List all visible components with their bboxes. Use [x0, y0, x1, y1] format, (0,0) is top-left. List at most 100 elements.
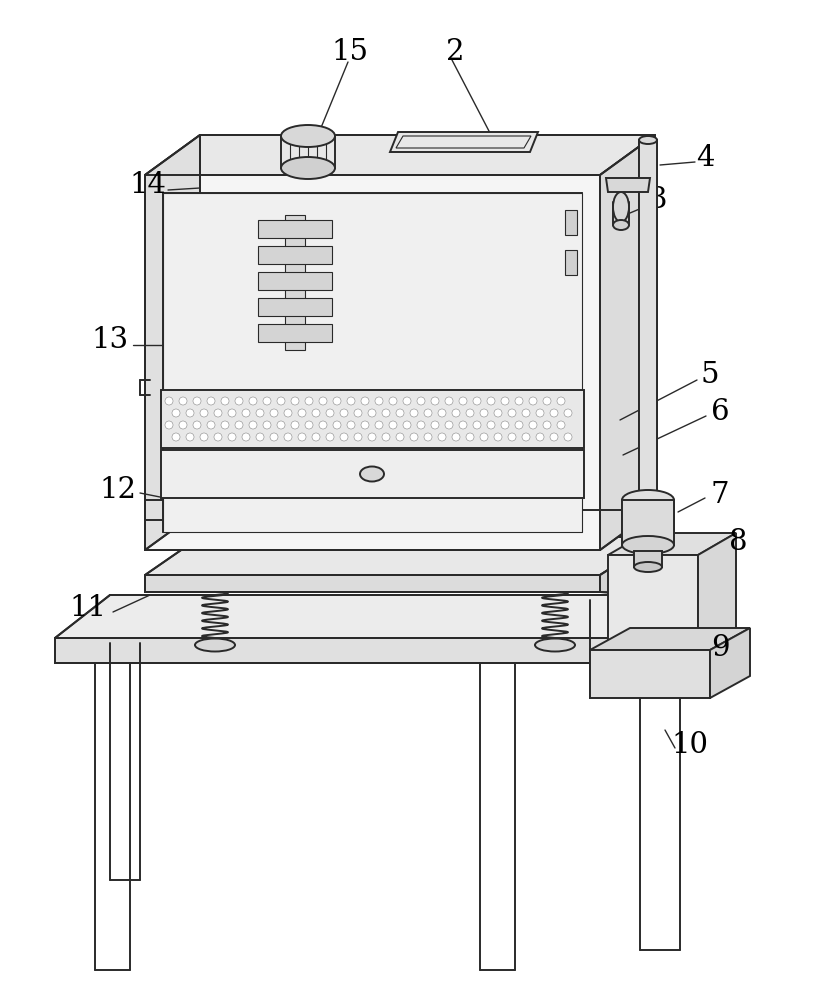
Ellipse shape [431, 421, 439, 429]
Ellipse shape [361, 421, 369, 429]
Ellipse shape [452, 409, 460, 417]
Ellipse shape [312, 409, 320, 417]
Ellipse shape [494, 433, 502, 441]
Ellipse shape [354, 433, 362, 441]
Polygon shape [590, 650, 710, 698]
Ellipse shape [291, 397, 299, 405]
Ellipse shape [179, 397, 187, 405]
Ellipse shape [403, 421, 411, 429]
Text: 8: 8 [728, 528, 748, 556]
Ellipse shape [277, 421, 285, 429]
Ellipse shape [515, 397, 523, 405]
Ellipse shape [639, 136, 657, 144]
Ellipse shape [550, 433, 558, 441]
Polygon shape [608, 555, 698, 650]
Ellipse shape [622, 490, 674, 510]
Ellipse shape [487, 421, 495, 429]
Ellipse shape [494, 409, 502, 417]
Ellipse shape [557, 421, 565, 429]
Ellipse shape [319, 397, 327, 405]
Ellipse shape [360, 466, 384, 482]
Ellipse shape [508, 433, 516, 441]
Polygon shape [55, 638, 620, 663]
Ellipse shape [207, 421, 215, 429]
Ellipse shape [326, 433, 334, 441]
Polygon shape [145, 175, 600, 550]
Text: 14: 14 [129, 171, 166, 199]
Ellipse shape [256, 433, 264, 441]
Ellipse shape [312, 433, 320, 441]
Text: 2: 2 [446, 38, 465, 66]
Ellipse shape [417, 397, 425, 405]
Ellipse shape [200, 409, 208, 417]
Ellipse shape [326, 409, 334, 417]
Polygon shape [285, 215, 305, 350]
Polygon shape [565, 210, 577, 235]
Ellipse shape [466, 433, 474, 441]
Ellipse shape [459, 421, 467, 429]
Ellipse shape [389, 421, 397, 429]
Ellipse shape [333, 397, 341, 405]
Ellipse shape [193, 421, 201, 429]
Ellipse shape [179, 421, 187, 429]
Text: 12: 12 [99, 476, 136, 504]
Ellipse shape [249, 421, 257, 429]
Text: 3: 3 [648, 186, 667, 214]
Ellipse shape [340, 433, 348, 441]
Ellipse shape [480, 409, 488, 417]
Polygon shape [565, 250, 577, 275]
Polygon shape [590, 628, 750, 650]
Text: 6: 6 [711, 398, 729, 426]
Ellipse shape [445, 421, 453, 429]
Ellipse shape [214, 433, 222, 441]
Ellipse shape [535, 639, 575, 652]
Ellipse shape [543, 397, 551, 405]
Ellipse shape [284, 409, 292, 417]
Polygon shape [161, 390, 584, 448]
Ellipse shape [200, 433, 208, 441]
Ellipse shape [522, 409, 530, 417]
Ellipse shape [354, 409, 362, 417]
Ellipse shape [172, 433, 180, 441]
Ellipse shape [277, 397, 285, 405]
Ellipse shape [424, 433, 432, 441]
Polygon shape [639, 140, 657, 505]
Ellipse shape [543, 421, 551, 429]
Ellipse shape [529, 421, 537, 429]
Ellipse shape [281, 157, 335, 179]
Ellipse shape [249, 397, 257, 405]
Polygon shape [258, 272, 332, 290]
Text: 11: 11 [70, 594, 107, 622]
Ellipse shape [298, 433, 306, 441]
Ellipse shape [340, 409, 348, 417]
Ellipse shape [466, 409, 474, 417]
Ellipse shape [424, 409, 432, 417]
Ellipse shape [501, 421, 509, 429]
Ellipse shape [438, 409, 446, 417]
Ellipse shape [221, 397, 229, 405]
Ellipse shape [368, 433, 376, 441]
Ellipse shape [410, 433, 418, 441]
Ellipse shape [445, 397, 453, 405]
Ellipse shape [228, 409, 236, 417]
Ellipse shape [536, 433, 544, 441]
Ellipse shape [186, 409, 194, 417]
Ellipse shape [235, 397, 243, 405]
Polygon shape [698, 533, 736, 650]
Polygon shape [600, 537, 660, 595]
Ellipse shape [410, 409, 418, 417]
Ellipse shape [438, 433, 446, 441]
Ellipse shape [347, 397, 355, 405]
Ellipse shape [459, 397, 467, 405]
Ellipse shape [214, 409, 222, 417]
Ellipse shape [613, 220, 629, 230]
Ellipse shape [389, 397, 397, 405]
Ellipse shape [347, 421, 355, 429]
Ellipse shape [305, 421, 313, 429]
Ellipse shape [382, 433, 390, 441]
Polygon shape [258, 220, 332, 238]
Ellipse shape [557, 397, 565, 405]
Text: 9: 9 [711, 634, 729, 662]
Polygon shape [634, 551, 662, 567]
Ellipse shape [368, 409, 376, 417]
